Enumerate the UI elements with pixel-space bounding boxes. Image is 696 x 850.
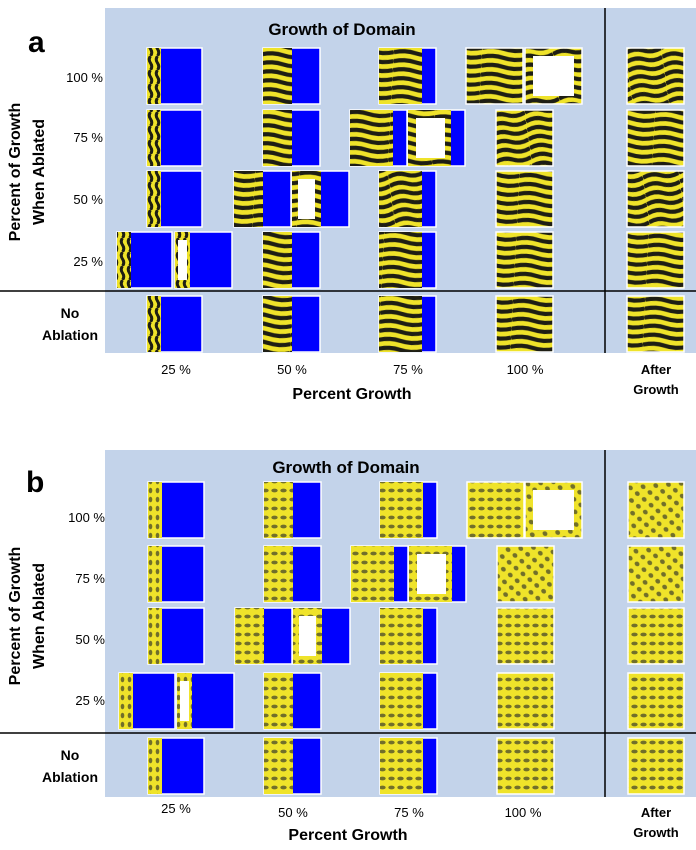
panel-a-tile: [146, 109, 203, 167]
panel-b-tile: [147, 607, 205, 665]
panel-b-tile: [379, 607, 438, 665]
panel-a-tile: [626, 109, 685, 167]
panel-a-tile: [378, 231, 437, 289]
panel-b-tile: [379, 672, 438, 730]
panel-a-col-label: 50 %: [277, 362, 307, 377]
panel-b-tile: [627, 481, 685, 539]
panel-a-title: Growth of Domain: [268, 20, 415, 39]
panel-b-xlabel: Percent Growth: [288, 827, 407, 844]
panel-a-tile: [291, 170, 350, 228]
panel-b-row-label: 50 %: [75, 632, 105, 647]
panel-a-row-label: 50 %: [73, 192, 103, 207]
panel-a-letter: a: [28, 26, 45, 59]
panel-a-tile: [626, 47, 685, 105]
panel-a-row-label: 75 %: [73, 130, 103, 145]
panel-a-tile: [378, 170, 437, 228]
panel-b-tile: [627, 737, 685, 795]
panel-b-col-label: 50 %: [278, 805, 308, 820]
panel-a-tile: [495, 231, 554, 289]
panel-a-col-label: 100 %: [507, 362, 544, 377]
panel-b-tile: [350, 545, 409, 603]
panel-b-tile: [263, 545, 322, 603]
panel-a-no-ablation-line1: No: [61, 305, 80, 321]
panel-b-tile: [263, 737, 322, 795]
panel-b-row-label: 25 %: [75, 693, 105, 708]
panel-a-tile: [349, 109, 408, 167]
panel-a: a Growth of Domain Percent of Growth Whe…: [0, 8, 696, 403]
panel-a-tile: [465, 47, 524, 105]
panel-a-row-label: 100 %: [66, 70, 103, 85]
panel-b-col-label: 75 %: [394, 805, 424, 820]
panel-b-tile: [496, 607, 555, 665]
panel-a-xlabel: Percent Growth: [292, 386, 411, 403]
panel-b-tile: [524, 481, 583, 539]
panel-b-tile: [627, 545, 685, 603]
panel-a-tile: [262, 47, 321, 105]
panel-a-ylabel-line1: Percent of Growth: [7, 103, 24, 242]
panel-a-tile: [146, 47, 203, 105]
panel-a-after-label-line1: After: [641, 362, 671, 377]
panel-a-tile: [146, 170, 203, 228]
panel-a-ylabel-line2: When Ablated: [31, 119, 48, 225]
panel-b-tile: [379, 737, 438, 795]
panel-b-tile: [147, 737, 205, 795]
panel-b-no-ablation-line1: No: [61, 747, 80, 763]
panel-b-tile: [627, 607, 685, 665]
panel-b-tile: [263, 481, 322, 539]
panel-a-tile: [116, 231, 173, 289]
panel-b-tile: [147, 481, 205, 539]
panel-a-tile: [626, 170, 685, 228]
panel-a-row-label: 25 %: [73, 254, 103, 269]
panel-b-letter: b: [26, 466, 44, 499]
panel-b-ylabel-line2: When Ablated: [31, 563, 48, 669]
panel-b-tile: [118, 672, 176, 730]
panel-b-ylabel-line1: Percent of Growth: [7, 547, 24, 686]
panel-b-row-label: 100 %: [68, 510, 105, 525]
panel-b-tile: [408, 545, 467, 603]
panel-b-tile: [496, 737, 555, 795]
panel-b-tile: [496, 545, 555, 603]
panel-a-tile: [378, 47, 437, 105]
panel-a-tile: [524, 47, 583, 105]
panel-b-after-label-line2: Growth: [633, 825, 679, 840]
panel-a-tile: [262, 295, 321, 353]
panel-a-tile: [495, 170, 554, 228]
panel-b: b Growth of Domain Percent of Growth Whe…: [0, 450, 696, 844]
panel-a-col-label: 75 %: [393, 362, 423, 377]
panel-b-tile: [379, 481, 438, 539]
panel-b-tile: [234, 607, 293, 665]
panel-b-title: Growth of Domain: [272, 458, 419, 477]
panel-b-tile: [496, 672, 555, 730]
panel-b-tile: [466, 481, 525, 539]
panel-a-tile: [262, 231, 321, 289]
panel-b-tile: [263, 672, 322, 730]
panel-b-tile: [292, 607, 351, 665]
panel-a-tile: [495, 295, 554, 353]
panel-a-tile: [407, 109, 466, 167]
panel-a-tile: [495, 109, 554, 167]
panel-a-no-ablation-line2: Ablation: [42, 327, 98, 343]
panel-b-col-label: 25 %: [161, 801, 191, 816]
panel-a-after-label-line2: Growth: [633, 382, 679, 397]
panel-a-tile: [174, 231, 233, 289]
panel-b-col-label: 100 %: [505, 805, 542, 820]
panel-a-tile: [233, 170, 292, 228]
panel-b-after-label-line1: After: [641, 805, 671, 820]
panel-b-tile: [627, 672, 685, 730]
panel-a-col-label: 25 %: [161, 362, 191, 377]
panel-b-tile: [176, 672, 235, 730]
panel-a-tile: [626, 295, 685, 353]
panel-b-tile: [147, 545, 205, 603]
panel-b-no-ablation-line2: Ablation: [42, 769, 98, 785]
panel-a-tile: [626, 231, 685, 289]
panel-a-tile: [146, 295, 203, 353]
panel-b-row-label: 75 %: [75, 571, 105, 586]
panel-a-tile: [262, 109, 321, 167]
panel-a-tile: [378, 295, 437, 353]
